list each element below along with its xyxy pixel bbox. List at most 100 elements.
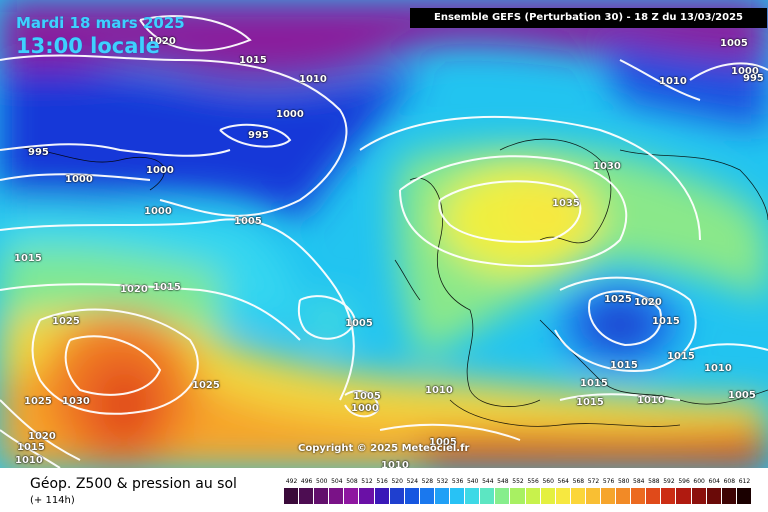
isobar-label: 1000: [351, 403, 379, 414]
isobar-label: 1025: [604, 294, 632, 305]
isobar-label: 1005: [429, 437, 457, 448]
legend-swatch: [299, 488, 315, 504]
isobar-label: 1025: [52, 316, 80, 327]
legend-swatch: [465, 488, 481, 504]
isobar-label: 1015: [652, 316, 680, 327]
legend-swatch: [419, 488, 435, 504]
legend-label: 588: [648, 478, 660, 485]
legend-swatch: [314, 488, 330, 504]
isobar-label: 1020: [148, 36, 176, 47]
isobar-label: 1000: [276, 109, 304, 120]
legend-label: 496: [300, 478, 313, 485]
isobar-label: 1020: [28, 431, 56, 442]
legend-label: 536: [451, 478, 464, 485]
legend-label: 552: [512, 478, 524, 485]
legend-label: 592: [663, 478, 675, 485]
legend-label: 528: [421, 478, 434, 485]
legend-label: 556: [527, 478, 539, 485]
isobar-label: 1015: [610, 360, 638, 371]
legend-swatch: [691, 488, 707, 504]
isobar-label: 1015: [153, 282, 181, 293]
isobar-label: 1010: [704, 363, 732, 374]
footer-bar: Géop. Z500 & pression au sol (+ 114h) 49…: [0, 468, 768, 512]
legend-swatch: [676, 488, 692, 504]
legend-label: 508: [346, 478, 358, 485]
legend-swatch: [359, 488, 375, 504]
isobar-label: 1010: [15, 455, 43, 466]
isobar-label: 1005: [353, 391, 381, 402]
geopotential-field: [0, 0, 768, 468]
isobar-label: 995: [28, 147, 49, 158]
legend-swatch: [284, 488, 300, 504]
isobar-label: 1000: [146, 165, 174, 176]
copyright-notice: Copyright © 2025 Meteociel.fr: [298, 443, 470, 454]
legend-label: 492: [285, 478, 298, 485]
legend-label: 520: [391, 478, 403, 485]
legend-label: 608: [723, 478, 736, 485]
isobar-label: 1030: [62, 396, 90, 407]
legend-label: 564: [557, 478, 569, 485]
isobar-label: 1005: [720, 38, 748, 49]
isobar-label: 1010: [299, 74, 327, 85]
legend-label: 512: [361, 478, 373, 485]
isobar-label: 1015: [14, 253, 42, 264]
legend-label: 572: [587, 478, 600, 485]
isobar-label: 995: [248, 130, 269, 141]
legend-swatch: [736, 488, 752, 504]
legend-label: 600: [693, 478, 705, 485]
legend-swatch: [540, 488, 556, 504]
isobar-label: 1010: [425, 385, 453, 396]
legend-label: 532: [436, 478, 449, 485]
isobar-label: 1020: [120, 284, 148, 295]
legend-swatch: [616, 488, 632, 504]
isobar-label: 1000: [144, 206, 172, 217]
legend-swatch: [525, 488, 541, 504]
legend-swatch: [646, 488, 662, 504]
isobar-label: 1000: [731, 66, 759, 77]
legend-swatch: [374, 488, 390, 504]
lead-time: (+ 114h): [30, 495, 75, 506]
isobar-label: 1025: [192, 380, 220, 391]
legend-label: 596: [678, 478, 690, 485]
legend-swatch: [329, 488, 345, 504]
legend-swatch: [450, 488, 466, 504]
legend-swatch: [555, 488, 571, 504]
isobar-label: 1020: [634, 297, 662, 308]
isobar-label: 1005: [345, 318, 373, 329]
isobar-label: 1030: [593, 161, 621, 172]
legend-swatch: [600, 488, 617, 504]
legend-label: 560: [542, 478, 554, 485]
isobar-label: 1010: [659, 76, 687, 87]
isobar-label: 1015: [17, 442, 45, 453]
legend-swatch: [434, 488, 451, 504]
legend-swatch: [389, 488, 405, 504]
legend-swatch: [404, 488, 420, 504]
legend-swatch: [510, 488, 526, 504]
isobar-label: 1015: [667, 351, 695, 362]
legend-label: 516: [376, 478, 388, 485]
legend-swatch: [585, 488, 601, 504]
legend-label: 604: [708, 478, 720, 485]
parameter-title: Géop. Z500 & pression au sol: [30, 476, 237, 492]
legend-label: 568: [572, 478, 585, 485]
isobar-label: 1010: [637, 395, 665, 406]
legend-label: 540: [466, 478, 479, 485]
isobar-label: 1005: [728, 390, 756, 401]
legend-swatch: [344, 488, 360, 504]
isobar-label: 1035: [552, 198, 580, 209]
legend-labels: 492 496 500 504 508 512 516 520 524 528 532 536 540 5…: [284, 478, 752, 488]
legend-label: 580: [617, 478, 630, 485]
model-run-info: Ensemble GEFS (Perturbation 30) - 18 Z d…: [410, 8, 767, 28]
legend-swatch: [631, 488, 647, 504]
isobar-label: 1010: [381, 460, 409, 468]
legend-label: 576: [602, 478, 615, 485]
isobar-label: 1015: [580, 378, 608, 389]
isobar-label: 1005: [234, 216, 262, 227]
legend-label: 524: [406, 478, 419, 485]
legend-swatch: [495, 488, 511, 504]
isobar-label: 1015: [576, 397, 604, 408]
isobar-label: 1000: [65, 174, 93, 185]
forecast-date: Mardi 18 mars 2025: [16, 14, 185, 32]
legend-swatch: [661, 488, 677, 504]
legend-swatch: [706, 488, 722, 504]
